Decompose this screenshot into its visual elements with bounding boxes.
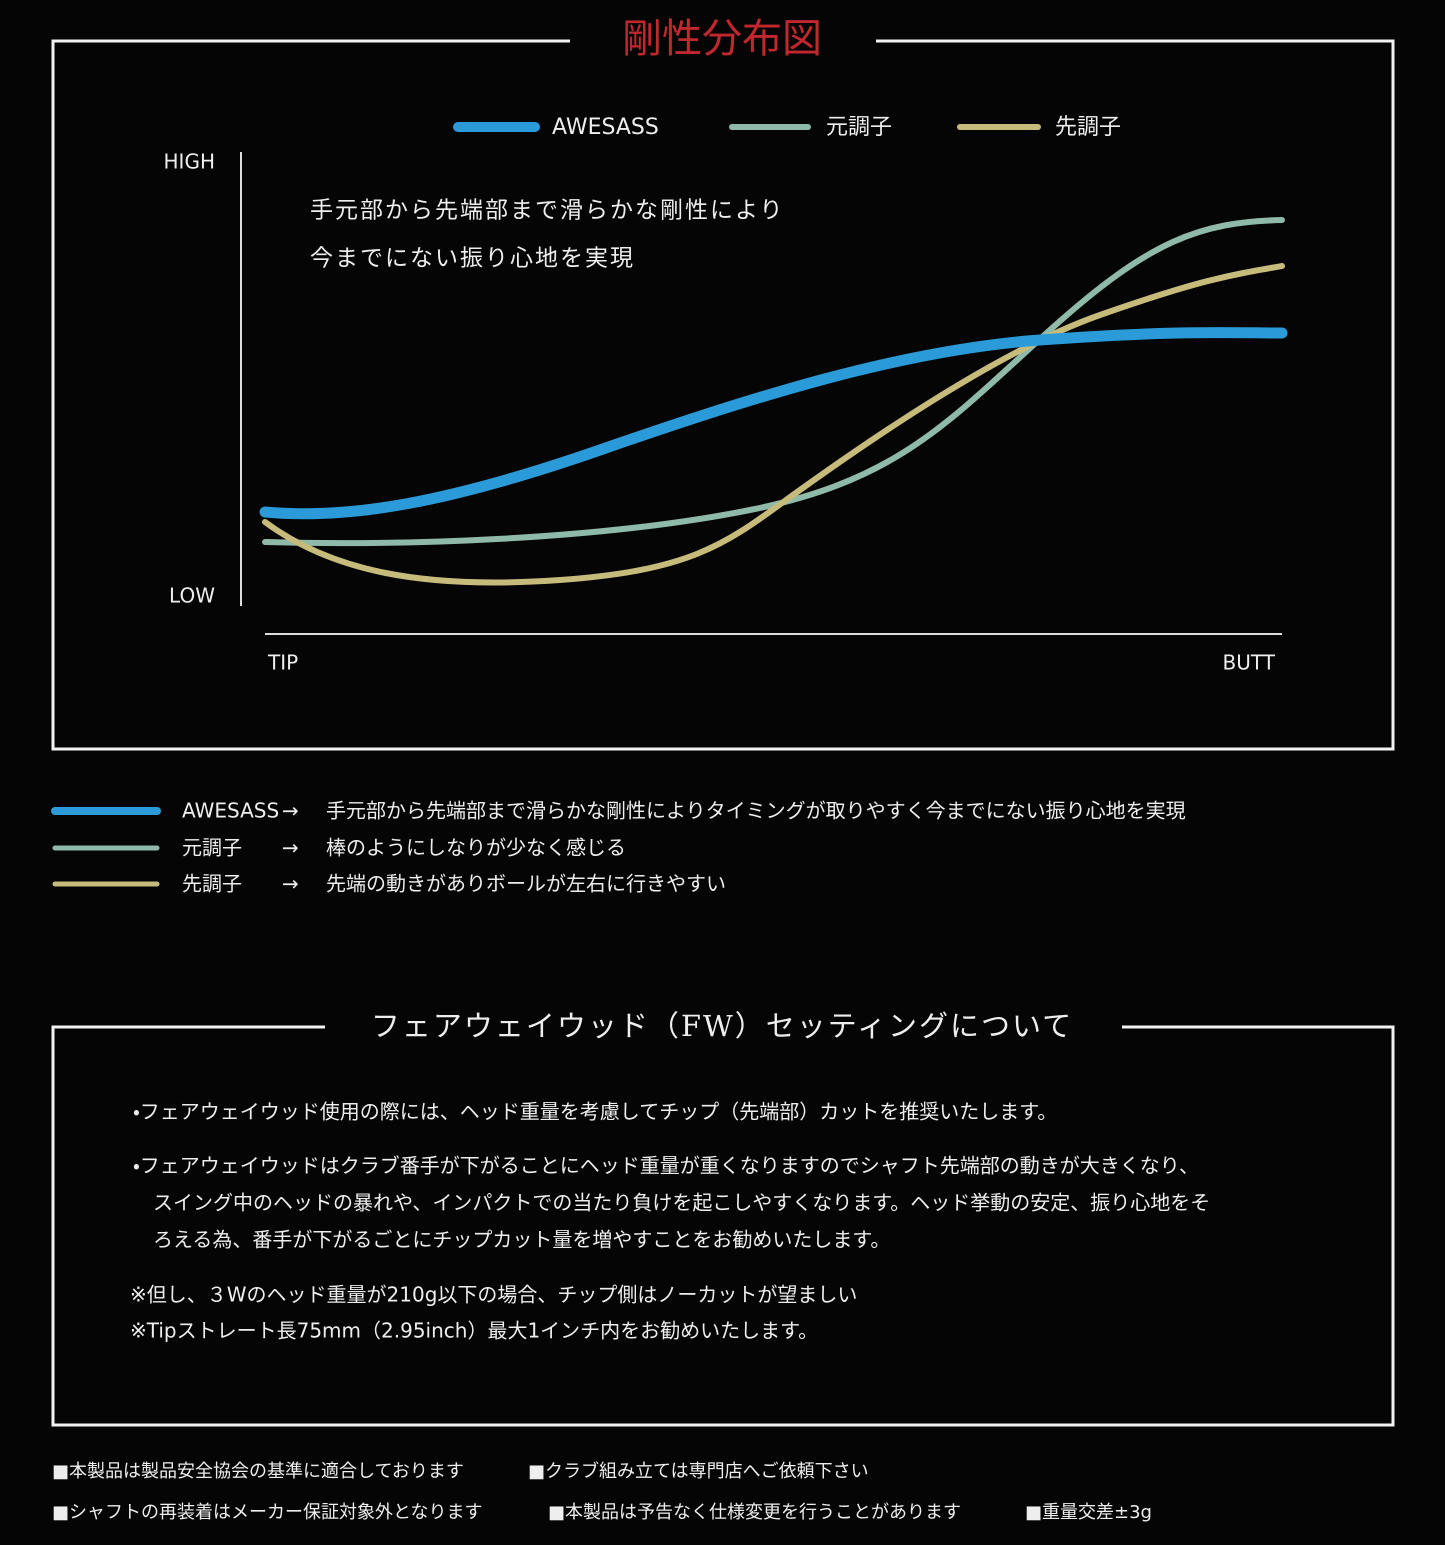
legend-label: AWESASS bbox=[552, 115, 659, 140]
desc-arrow: → bbox=[282, 799, 299, 823]
bullet: スイング中のヘッドの暴れや、インパクトでの当たり負けを起こしやすくなります。ヘッ… bbox=[153, 1191, 1210, 1215]
footer-item: ■クラブ組み立ては専門店へご依頼下さい bbox=[528, 1460, 869, 1482]
bullet: ・フェアウェイウッド使用の際には、ヘッド重量を考慮してチップ（先端部）カットを推… bbox=[133, 1100, 1057, 1124]
axis-label: BUTT bbox=[1223, 651, 1276, 675]
desc-name: 元調子 bbox=[182, 836, 242, 860]
axis-label: LOW bbox=[169, 584, 215, 608]
note: ※Tipストレート長75mm（2.95inch）最大1インチ内をお勧めいたします… bbox=[130, 1319, 818, 1343]
axis-label: HIGH bbox=[164, 150, 215, 174]
footer-item: ■重量交差±3g bbox=[1025, 1502, 1152, 1523]
curve bbox=[262, 217, 1285, 547]
desc-name: 先調子 bbox=[182, 872, 242, 896]
bullet: ろえる為、番手が下がるごとにチップカット量を増やすことをお勧めいたします。 bbox=[153, 1228, 890, 1252]
desc-arrow: → bbox=[282, 836, 299, 860]
section-title: 剛性分布図 bbox=[622, 16, 822, 62]
curve bbox=[262, 263, 1285, 586]
annotation: 今までにない振り心地を実現 bbox=[310, 246, 635, 272]
desc-text: 棒のようにしなりが少なく感じる bbox=[326, 836, 626, 860]
note: ※但し、３Wのヘッド重量が210g以下の場合、チップ側はノーカットが望ましい bbox=[130, 1283, 857, 1307]
footer-item: ■本製品は製品安全協会の基準に適合しております bbox=[52, 1461, 464, 1482]
axis-label: TIP bbox=[267, 651, 298, 675]
footer-item: ■シャフトの再装着はメーカー保証対象外となります bbox=[52, 1502, 482, 1523]
legend-label: 元調子 bbox=[826, 115, 892, 140]
desc-name: AWESASS bbox=[182, 799, 279, 823]
desc-arrow: → bbox=[282, 872, 299, 896]
curve bbox=[259, 327, 1288, 520]
section-title: フェアウェイウッド（FW）セッティングについて bbox=[371, 1009, 1073, 1043]
bullet: ・フェアウェイウッドはクラブ番手が下がることにヘッド重量が重くなりますのでシャフ… bbox=[133, 1154, 1199, 1178]
legend-label: 先調子 bbox=[1055, 115, 1121, 140]
annotation: 手元部から先端部まで滑らかな剛性により bbox=[310, 198, 785, 224]
desc-text: 先端の動きがありボールが左右に行きやすい bbox=[326, 872, 726, 896]
frame bbox=[51, 1025, 1395, 1427]
footer-item: ■本製品は予告なく仕様変更を行うことがあります bbox=[548, 1502, 961, 1523]
frame bbox=[51, 39, 1395, 751]
desc-text: 手元部から先端部まで滑らかな剛性によりタイミングが取りやすく今までにない振り心地… bbox=[326, 799, 1186, 823]
